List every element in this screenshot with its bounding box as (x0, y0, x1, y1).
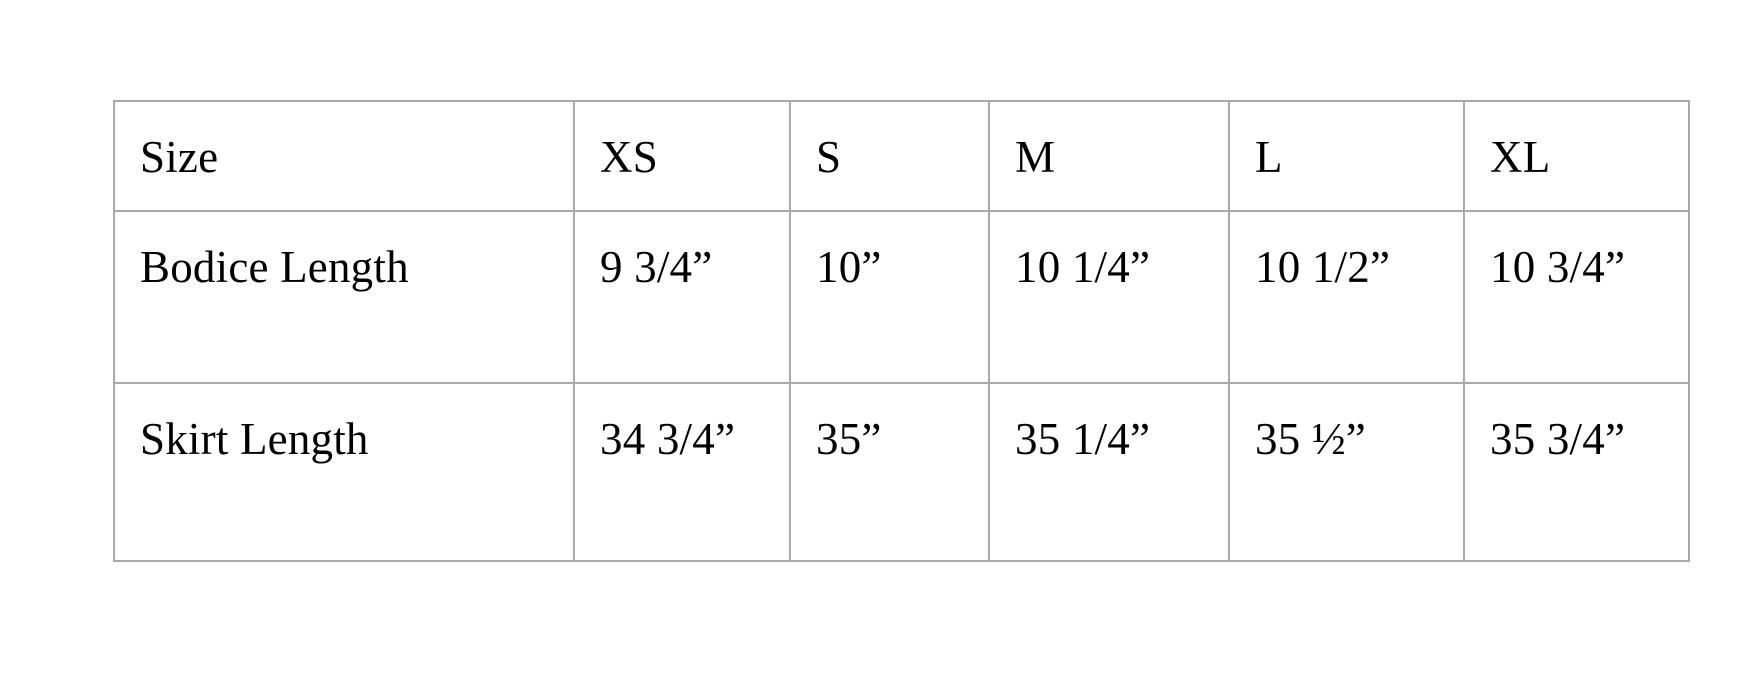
table-cell-skirt-xs: 34 3/4” (573, 382, 791, 562)
column-header-size: Size (113, 100, 575, 212)
size-chart-table: Size XS S M L XL Bodice Length 9 3/4” 10… (113, 100, 1690, 562)
column-header-xs: XS (573, 100, 791, 212)
table-row-bodice-length: Bodice Length 9 3/4” 10” 10 1/4” 10 1/2”… (113, 210, 1690, 384)
table-header-row: Size XS S M L XL (113, 100, 1690, 212)
column-header-m: M (988, 100, 1230, 212)
table-cell-bodice-xl: 10 3/4” (1463, 210, 1690, 384)
column-header-s: S (789, 100, 990, 212)
table-cell-bodice-l: 10 1/2” (1228, 210, 1465, 384)
table-cell-skirt-xl: 35 3/4” (1463, 382, 1690, 562)
column-header-xl: XL (1463, 100, 1690, 212)
table-row-skirt-length: Skirt Length 34 3/4” 35” 35 1/4” 35 ½” 3… (113, 382, 1690, 562)
table-cell-skirt-s: 35” (789, 382, 990, 562)
table-cell-bodice-s: 10” (789, 210, 990, 384)
column-header-l: L (1228, 100, 1465, 212)
table-cell-bodice-m: 10 1/4” (988, 210, 1230, 384)
row-label-skirt-length: Skirt Length (113, 382, 575, 562)
table-cell-skirt-l: 35 ½” (1228, 382, 1465, 562)
table-cell-bodice-xs: 9 3/4” (573, 210, 791, 384)
table-cell-skirt-m: 35 1/4” (988, 382, 1230, 562)
row-label-bodice-length: Bodice Length (113, 210, 575, 384)
